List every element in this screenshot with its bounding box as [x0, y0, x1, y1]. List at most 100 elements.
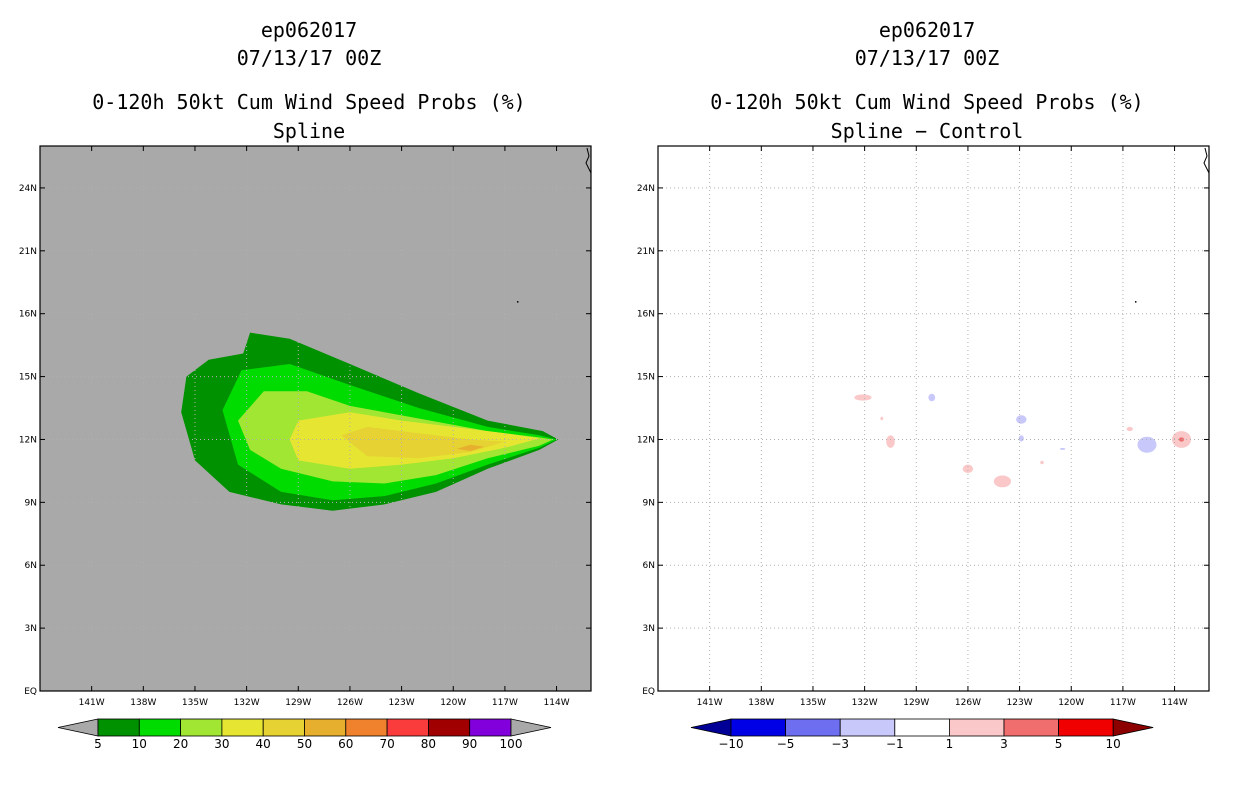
plot-frame [39, 145, 592, 692]
colorbar-swatch [469, 718, 512, 737]
y-tick-label: 15N [19, 373, 37, 383]
colorbar-label: 60 [338, 737, 353, 751]
difference-blob [1060, 447, 1066, 450]
colorbar-swatch [97, 718, 140, 737]
colorbar-label: 5 [94, 737, 102, 751]
x-tick-label: 135W [800, 698, 826, 708]
difference-blob [1040, 460, 1044, 465]
y-tick-label: 16N [19, 310, 37, 320]
plot-frame [657, 145, 1210, 692]
colorbar-swatch [221, 718, 264, 737]
colorbar-swatch [386, 718, 429, 737]
x-tick-label: 123W [389, 698, 415, 708]
x-tick-label: 126W [337, 698, 363, 708]
colorbar-under-arrow [57, 718, 99, 737]
y-tick-label: 24N [19, 184, 37, 194]
colorbar-swatch [345, 718, 388, 737]
y-tick-label: 21N [637, 247, 655, 257]
difference-blob [962, 464, 974, 473]
y-tick-label: 15N [637, 373, 655, 383]
x-tick-label: 114W [544, 698, 570, 708]
colorbar-swatch [1003, 718, 1059, 737]
contour-50-percent [456, 444, 485, 451]
x-tick-label: 135W [182, 698, 208, 708]
y-tick-label: 9N [25, 498, 37, 508]
colorbar-label: 100 [500, 737, 523, 751]
y-tick-label: 16N [637, 310, 655, 320]
colorbar-swatch [262, 718, 305, 737]
y-tick-label: 21N [19, 247, 37, 257]
date-title: 07/13/17 00Z [854, 46, 1000, 70]
coastline-mark [585, 147, 592, 174]
colorbar-swatch [427, 718, 471, 737]
difference-blob [928, 393, 936, 402]
x-tick-label: 132W [852, 698, 878, 708]
method-title: Spline [272, 119, 346, 143]
product-title: 0-120h 50kt Cum Wind Speed Probs (%) [92, 90, 526, 114]
y-tick-label: 9N [643, 498, 655, 508]
x-tick-label: 126W [955, 698, 981, 708]
colorbar-label: 40 [256, 737, 271, 751]
x-tick-label: 138W [130, 698, 156, 708]
colorbar-swatch [138, 718, 182, 737]
difference-blob [993, 475, 1011, 488]
plot-background [658, 146, 1209, 691]
colorbar-label: 10 [1106, 737, 1121, 751]
difference-blob [1137, 436, 1157, 453]
x-tick-label: 129W [903, 698, 929, 708]
x-tick-label: 141W [79, 698, 105, 708]
right-panel: ep062017 07/13/17 00Z 0-120h 50kt Cum Wi… [618, 0, 1236, 800]
difference-blob [880, 416, 884, 421]
y-tick-label: 6N [25, 561, 37, 571]
x-tick-label: 123W [1007, 698, 1033, 708]
method-title: Spline − Control [830, 119, 1024, 143]
product-title: 0-120h 50kt Cum Wind Speed Probs (%) [710, 90, 1144, 114]
difference-blob [1016, 415, 1027, 424]
x-tick-label: 117W [492, 698, 518, 708]
x-tick-label: 114W [1162, 698, 1188, 708]
colorbar-swatch [1058, 718, 1114, 737]
x-tick-label: 129W [285, 698, 311, 708]
difference-blob [1178, 437, 1185, 442]
x-tick-label: 120W [1058, 698, 1084, 708]
date-title: 07/13/17 00Z [236, 46, 382, 70]
colorbar-label: −5 [777, 737, 795, 751]
y-tick-label: 6N [643, 561, 655, 571]
difference-map: 141W 138W 135W 132W 129W 126W 123W 120W 117W 114W… [637, 145, 1210, 751]
y-tick-label: 24N [637, 184, 655, 194]
colorbar-label: 50 [297, 737, 312, 751]
y-tick-label: 12N [19, 435, 37, 445]
colorbar-label: 30 [214, 737, 229, 751]
colorbar-label: 1 [946, 737, 954, 751]
colorbar-swatch [839, 718, 896, 737]
island-mark [1134, 301, 1137, 303]
coastline-mark [1203, 147, 1210, 174]
y-tick-label: EQ [642, 687, 655, 697]
colorbar-label: 5 [1055, 737, 1063, 751]
difference-blob [886, 435, 895, 448]
left-panel: ep062017 07/13/17 00Z 0-120h 50kt Cum Wi… [19, 18, 592, 751]
island-mark [516, 301, 519, 303]
x-tick-label: 120W [440, 698, 466, 708]
y-tick-label: EQ [24, 687, 37, 697]
colorbar-swatch [948, 718, 1005, 737]
y-tick-label: 3N [643, 624, 655, 634]
x-tick-label: 132W [234, 698, 260, 708]
colorbar-label: −10 [718, 737, 743, 751]
storm-id-title: ep062017 [878, 18, 976, 42]
colorbar-label: −1 [886, 737, 904, 751]
colorbar-label: 90 [462, 737, 477, 751]
colorbar-under-arrow [690, 718, 732, 737]
colorbar-label: 3 [1000, 737, 1008, 751]
colorbar-label: 20 [173, 737, 188, 751]
colorbar-swatch [730, 718, 786, 737]
difference-blob [854, 394, 872, 401]
x-tick-label: 117W [1110, 698, 1136, 708]
colorbar-swatch [894, 718, 950, 737]
colorbar-swatch [304, 718, 347, 737]
y-tick-label: 3N [25, 624, 37, 634]
probability-map: 141W 138W 135W 132W 129W 126W 123W 120W 117W 114W… [19, 145, 592, 751]
colorbar-over-arrow [510, 718, 552, 737]
x-tick-label: 138W [748, 698, 774, 708]
colorbar-label: 10 [132, 737, 147, 751]
